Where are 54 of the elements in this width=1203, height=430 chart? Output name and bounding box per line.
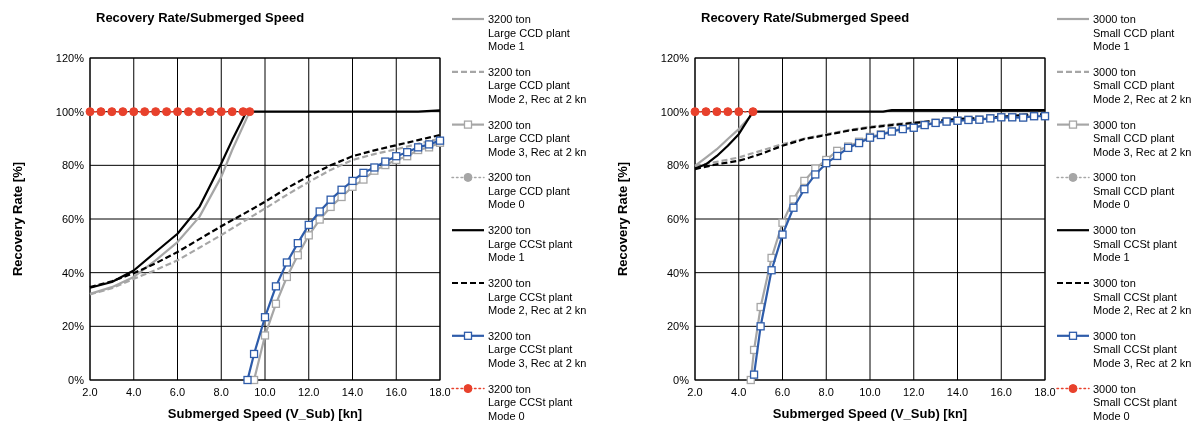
legend-label: 3000 ton Small CCSt plant Mode 3, Rec at 2 kn [1093,329,1192,369]
legend-label: 3000 ton Small CCD plant Mode 2, Rec at 2 kn [1093,65,1192,105]
x-tick-label: 8.0 [818,386,834,398]
x-tick-label: 6.0 [169,386,186,398]
y-tick-label: 0% [68,374,85,386]
legend-label: 3000 ton Small CCSt plant Mode 1 [1093,224,1177,264]
x-tick-label: 10.0 [859,386,881,398]
x-tick-label: 12.0 [298,386,320,398]
x-tick-label: 10.0 [254,386,276,398]
x-tick-label: 2.0 [687,386,703,398]
x-tick-label: 18.0 [429,386,451,398]
x-tick-label: 6.0 [774,386,791,398]
legend-label: 3200 ton Large CCD plant Mode 0 [488,171,570,211]
x-tick-label: 2.0 [82,386,98,398]
x-tick-label: 16.0 [385,386,407,398]
y-axis-title: Recovery Rate [%] [615,161,630,277]
x-tick-label: 14.0 [946,386,969,398]
y-tick-label: 60% [61,213,85,225]
x-tick-label: 4.0 [126,386,142,398]
x-axis-title: Submerged Speed (V_Sub) [kn] [772,406,968,421]
legend-label: 3000 ton Small CCSt plant Mode 2, Rec at 2 kn [1093,277,1192,316]
y-tick-label: 120% [660,52,690,64]
y-tick-label: 40% [666,266,690,279]
y-axis-title: Recovery Rate [%] [10,161,25,277]
y-tick-label: 20% [666,320,690,333]
y-tick-label: 100% [660,105,690,118]
y-tick-label: 100% [55,105,85,118]
x-tick-label: 16.0 [990,386,1012,398]
x-tick-label: 12.0 [903,386,925,398]
chart-title: Recovery Rate/Submerged Speed [701,10,910,25]
y-tick-label: 0% [673,374,690,386]
legend-label: 3200 ton Large CCD plant Mode 1 [488,13,570,52]
chart-title: Recovery Rate/Submerged Speed [96,10,305,25]
y-tick-label: 80% [61,159,85,172]
legend-label: 3200 ton Large CCSt plant Mode 0 [488,382,573,422]
legend-label: 3200 ton Large CCSt plant Mode 2, Rec at 2 kn [488,277,587,316]
legend-label: 3200 ton Large CCD plant Mode 3, Rec at 2 kn [488,118,587,158]
legend-label: 3200 ton Large CCD plant Mode 2, Rec at 2 kn [488,65,587,105]
legend-label: 3200 ton Large CCSt plant Mode 3, Rec at 2 kn [488,329,587,369]
legend-label: 3000 ton Small CCD plant Mode 1 [1093,13,1175,52]
x-tick-label: 14.0 [341,386,364,398]
legend-label: 3000 ton Small CCSt plant Mode 0 [1093,382,1177,422]
x-tick-label: 18.0 [1034,386,1056,398]
y-tick-label: 120% [55,52,85,64]
y-tick-label: 60% [666,213,690,225]
y-tick-label: 80% [666,159,690,172]
x-tick-label: 8.0 [213,386,229,398]
y-tick-label: 40% [61,266,85,279]
y-tick-label: 20% [61,320,85,333]
legend-label: 3200 ton Large CCSt plant Mode 1 [488,224,573,264]
legend-label: 3000 ton Small CCD plant Mode 0 [1093,171,1175,211]
legend-label: 3000 ton Small CCD plant Mode 3, Rec at 2 kn [1093,118,1192,158]
x-tick-label: 4.0 [731,386,747,398]
x-axis-title: Submerged Speed (V_Sub) [kn] [167,406,363,421]
